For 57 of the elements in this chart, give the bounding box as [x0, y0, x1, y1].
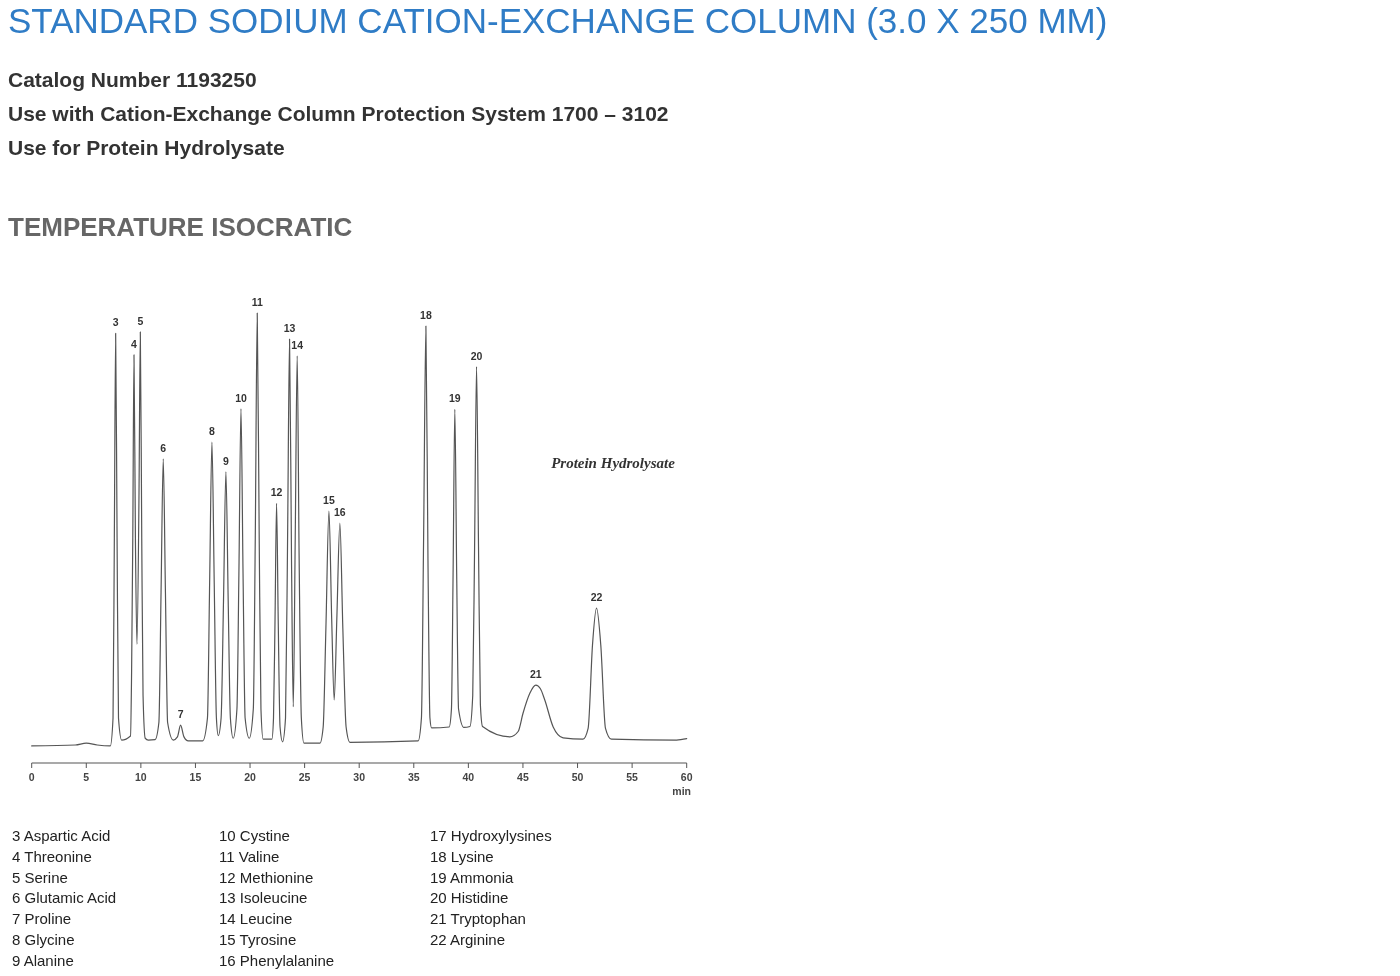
text: 9 Alanine	[12, 951, 74, 969]
x-tick-label: 60	[680, 771, 693, 783]
x-tick-label: 50	[571, 771, 584, 783]
text: 21 Tryptophan	[430, 910, 526, 928]
annotation: 20	[470, 349, 483, 362]
annotation: 16	[334, 506, 346, 519]
annotation: 11	[251, 296, 263, 308]
text: 11 Valine	[219, 847, 280, 865]
annotation: 21	[529, 668, 542, 681]
annotation: 9	[222, 454, 229, 467]
x-tick-label: 5	[83, 771, 90, 783]
chart-title: STANDARD SODIUM CATION-EXCHANGE COLUMN (3.0 X 250 MM)	[8, 1, 1108, 40]
text: TEMPERATURE ISOCRATIC	[8, 212, 353, 242]
text: 3 Aspartic Acid	[12, 827, 111, 844]
annotation: 19	[448, 392, 461, 405]
text: 5 Serine	[12, 868, 68, 886]
annotation: 15	[323, 494, 335, 506]
annotation: 13	[283, 322, 296, 335]
text: 12 Methionine	[219, 868, 314, 886]
text: 19 Ammonia	[430, 868, 515, 886]
text: 16 Phenylalanine	[219, 951, 335, 969]
x-tick-label: 40	[462, 771, 475, 783]
annotation: 12	[270, 486, 283, 499]
x-tick-label: 0	[28, 771, 35, 783]
annotation: 3	[112, 316, 119, 329]
annotation: 6	[160, 441, 167, 454]
x-tick-label: 20	[244, 771, 257, 783]
annotation: 8	[209, 425, 216, 438]
text: 20 Histidine	[430, 889, 509, 907]
text: 13 Isoleucine	[219, 889, 308, 907]
text: 15 Tyrosine	[219, 931, 297, 948]
text: 18 Lysine	[430, 847, 494, 865]
x-tick-label: 25	[298, 771, 311, 783]
annotation: 4	[131, 337, 138, 350]
annotation: 7	[177, 708, 184, 721]
text: 7 Proline	[12, 910, 72, 928]
chart-subtitle: Catalog Number 1193250 Use with Cation-Exchange Column Protection System 1700 – 3102 Use for Protein Hydrolysate	[8, 68, 669, 159]
annotation: Protein Hydrolysate	[551, 455, 676, 471]
annotation: 14	[291, 338, 304, 351]
text: 4 Threonine	[12, 847, 92, 865]
text: 6 Glutamic Acid	[12, 889, 117, 907]
annotation: 18	[420, 309, 432, 322]
x-tick-label: 15	[189, 771, 202, 783]
x-axis-title: min	[672, 785, 692, 797]
x-tick-label: 45	[517, 771, 529, 783]
x-tick-label: 30	[353, 771, 366, 783]
text: 22 Arginine	[430, 931, 506, 948]
x-tick-label: 10	[135, 771, 147, 783]
text: 8 Glycine	[12, 931, 75, 948]
x-tick-label: 55	[626, 771, 639, 783]
annotation: 5	[137, 314, 144, 327]
text: 17 Hydroxylysines	[430, 827, 552, 844]
text: 14 Leucine	[219, 910, 293, 928]
text: 10 Cystine	[219, 827, 290, 844]
annotation: 10	[235, 391, 247, 404]
annotation: 22	[590, 591, 603, 604]
x-tick-label: 35	[407, 771, 420, 783]
